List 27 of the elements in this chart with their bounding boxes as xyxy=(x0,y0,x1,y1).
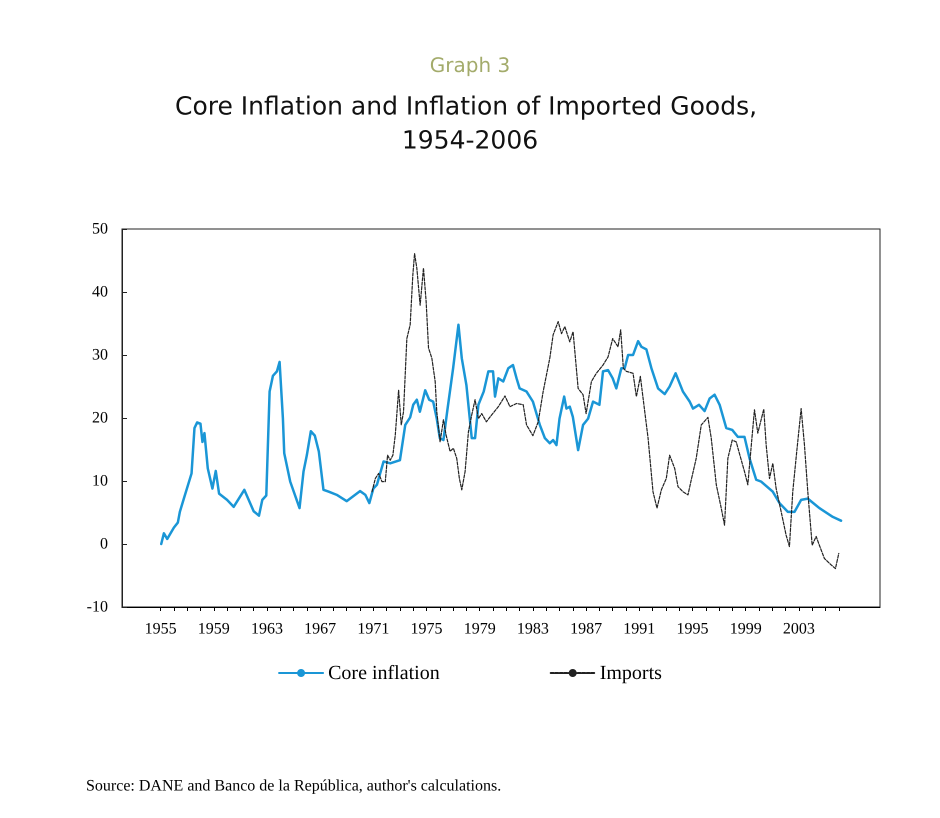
x-tick-label: 1991 xyxy=(623,620,656,638)
y-tick-label: 40 xyxy=(92,284,108,300)
x-tick-label: 1967 xyxy=(304,620,336,638)
y-tick-label: 10 xyxy=(92,472,108,490)
legend-label: Core inflation xyxy=(328,662,440,684)
x-tick-label: 1959 xyxy=(198,620,230,638)
x-tick-label: 1955 xyxy=(144,620,177,638)
x-tick-label: 1979 xyxy=(464,620,496,638)
x-tick-label: 1983 xyxy=(516,620,549,638)
y-tick-label: 50 xyxy=(92,220,108,238)
legend-label: Imports xyxy=(600,662,662,684)
x-tick-label: 1963 xyxy=(250,620,283,638)
line-series xyxy=(160,324,842,546)
x-tick-label: 1999 xyxy=(730,620,762,638)
chart-title: Core Inflation and Inflation of Imported Goods, 1954-2006 xyxy=(175,92,765,154)
line-series xyxy=(371,252,840,570)
x-tick-label: 1995 xyxy=(676,620,708,638)
chart-subtitle: Graph 3 xyxy=(430,53,510,77)
y-tick-label: 30 xyxy=(92,346,108,364)
y-tick-label: 0 xyxy=(100,536,108,552)
source-note: Source: DANE and Banco de la República, author's calculations. xyxy=(86,778,502,794)
x-tick-label: 1975 xyxy=(410,620,443,638)
x-tick-label: 2003 xyxy=(782,620,815,638)
y-tick-label: -10 xyxy=(86,598,108,616)
y-tick-label: 20 xyxy=(92,410,108,426)
x-tick-label: 1987 xyxy=(570,620,602,638)
x-tick-label: 1971 xyxy=(357,620,390,638)
